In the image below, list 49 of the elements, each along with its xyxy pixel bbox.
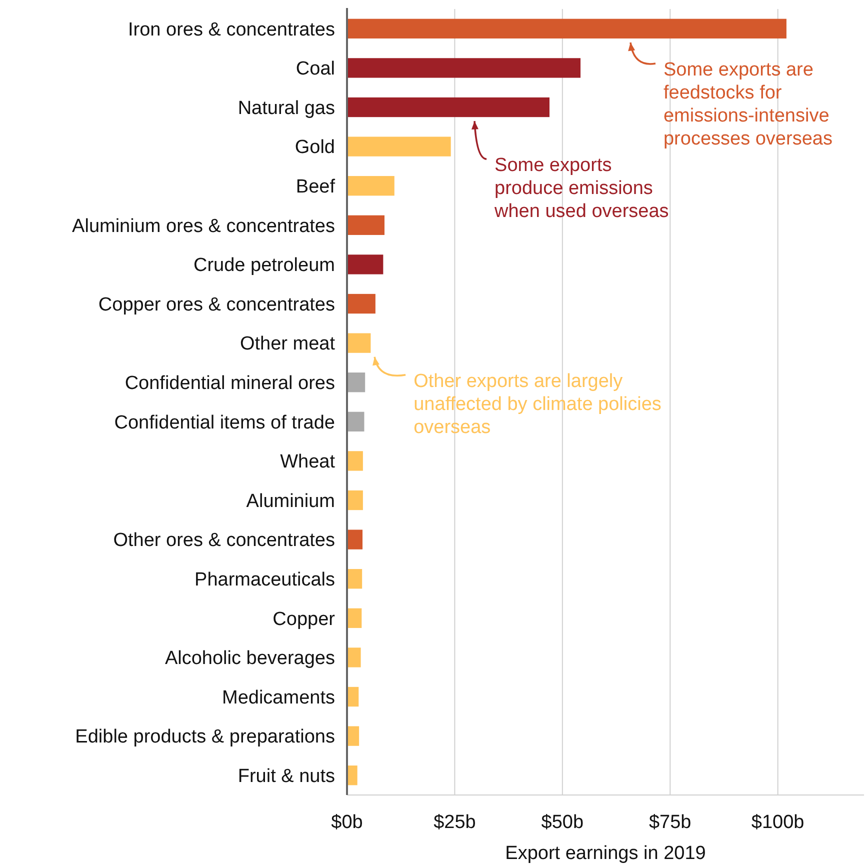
x-tick-label: $100b (751, 812, 804, 833)
bar (347, 294, 376, 314)
y-tick-label: Iron ores & concentrates (128, 19, 335, 40)
bar (347, 176, 394, 196)
x-tick-label: $0b (331, 812, 363, 833)
y-tick-label: Natural gas (238, 98, 335, 119)
y-tick-label: Other ores & concentrates (113, 530, 335, 552)
bar (347, 530, 363, 550)
y-tick-label: Crude petroleum (193, 255, 335, 276)
bar (347, 254, 384, 274)
y-tick-label: Fruit & nuts (238, 766, 335, 787)
y-tick-label: Edible products & preparations (75, 726, 335, 748)
y-tick-label: Pharmaceuticals (194, 570, 335, 590)
bar (347, 726, 360, 746)
y-tick-label: Copper (272, 608, 336, 630)
bar (347, 58, 581, 78)
y-tick-label: Medicaments (222, 687, 335, 708)
bar (347, 686, 359, 707)
y-tick-label: Other meat (240, 334, 336, 355)
bar (347, 569, 362, 589)
y-tick-label: Alcoholic beverages (164, 648, 335, 670)
bar (347, 97, 550, 118)
annotation: Some exports are feedstocks for emissions-intensive processes overseas (663, 59, 832, 150)
bar (347, 608, 362, 628)
x-tick-label: $50b (541, 812, 584, 833)
y-tick-label: Wheat (280, 452, 336, 473)
annotation: Other exports are largely unaffected by climate policies overseas (414, 370, 662, 438)
x-tick-label: $75b (648, 812, 692, 833)
bar (347, 766, 358, 786)
y-tick-label: Confidential mineral ores (124, 373, 335, 394)
annotation: Some exports produce emissions when used overseas (494, 155, 669, 222)
bar (347, 412, 364, 432)
bar (347, 490, 363, 510)
y-tick-label: Copper ores & concentrates (98, 294, 335, 316)
y-tick-label: Confidential items of trade (114, 412, 335, 434)
y-tick-label: Aluminium (246, 490, 335, 512)
bar (347, 451, 363, 471)
y-tick-label: Aluminium ores & concentrates (72, 216, 335, 237)
y-tick-label: Gold (294, 137, 335, 158)
bar (347, 136, 451, 156)
bar (347, 372, 366, 392)
y-tick-label: Beef (296, 176, 336, 198)
bar (347, 215, 384, 235)
x-axis-title: Export earnings in 2019 (505, 843, 706, 864)
x-tick-label: $25b (434, 812, 476, 833)
bar (347, 333, 371, 353)
y-tick-label: Coal (296, 58, 335, 80)
bar (347, 18, 786, 38)
bar (347, 648, 361, 668)
